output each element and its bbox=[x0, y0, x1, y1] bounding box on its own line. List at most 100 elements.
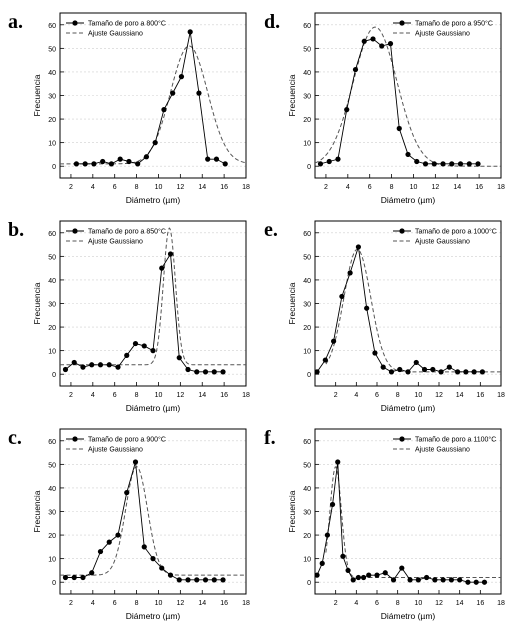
data-point bbox=[106, 539, 112, 545]
data-point bbox=[405, 369, 411, 375]
data-point bbox=[481, 579, 488, 585]
data-point bbox=[80, 574, 86, 581]
y-tick-label: 50 bbox=[303, 462, 311, 469]
x-tick-label: 18 bbox=[242, 392, 250, 399]
panel-label-a: a. bbox=[8, 11, 23, 33]
y-tick-label: 0 bbox=[307, 164, 311, 171]
x-tick-label: 4 bbox=[91, 392, 95, 399]
chart-panel-b: 0 10 20 30 40 50 60 2 4 6 8 10 12 14 16 18 Diámetro (µm)… bbox=[2, 210, 259, 420]
x-tick-label: 10 bbox=[414, 392, 422, 399]
data-point bbox=[399, 565, 405, 571]
y-tick-label: 30 bbox=[303, 302, 311, 309]
data-series-line bbox=[320, 38, 479, 165]
x-tick-label: 6 bbox=[113, 392, 117, 399]
plot-area bbox=[60, 227, 246, 375]
data-point bbox=[352, 66, 359, 73]
data-point bbox=[167, 251, 174, 257]
y-tick-label: 40 bbox=[303, 278, 311, 285]
data-point bbox=[379, 43, 385, 49]
x-axis-label: Diámetro (µm) bbox=[381, 195, 436, 205]
data-point bbox=[97, 548, 104, 555]
legend-label-data: Tamaño de poro a 1000°C bbox=[415, 228, 497, 236]
chart-svg-f: 0 10 20 30 40 50 60 2 4 6 8 10 12 14 16 18 Diámetro (µm)… bbox=[287, 428, 505, 621]
data-point bbox=[415, 577, 421, 583]
x-tick-label: 16 bbox=[220, 184, 228, 191]
x-tick-label: 10 bbox=[155, 392, 163, 399]
data-point bbox=[220, 577, 226, 583]
data-point bbox=[202, 369, 209, 375]
y-tick-label: 60 bbox=[303, 231, 311, 238]
legend-label-data: Tamaño de poro a 950°C bbox=[415, 20, 493, 28]
y-tick-label: 10 bbox=[48, 557, 56, 564]
x-tick-label: 10 bbox=[414, 600, 422, 607]
y-tick-label: 0 bbox=[307, 580, 311, 587]
panel-label-e: e. bbox=[264, 219, 278, 241]
legend-label-fit: Ajuste Gaussiano bbox=[415, 31, 470, 38]
y-tick-label: 10 bbox=[48, 141, 56, 148]
data-point bbox=[159, 565, 165, 571]
x-tick-label: 14 bbox=[198, 392, 206, 399]
y-tick-label: 50 bbox=[303, 254, 311, 261]
legend-label-fit: Ajuste Gaussiano bbox=[88, 239, 143, 246]
data-point bbox=[331, 338, 337, 344]
data-point bbox=[178, 74, 185, 80]
y-axis-label: Frecuencia bbox=[287, 490, 297, 532]
data-series-line bbox=[76, 31, 226, 165]
y-tick-label: 50 bbox=[303, 46, 311, 53]
data-point bbox=[80, 364, 86, 370]
data-point bbox=[220, 369, 226, 375]
y-tick-label: 20 bbox=[303, 533, 311, 540]
data-point bbox=[465, 579, 471, 585]
x-tick-label: 8 bbox=[135, 184, 139, 191]
x-tick-label: 4 bbox=[91, 600, 95, 607]
x-tick-label: 4 bbox=[346, 184, 350, 191]
x-tick-label: 8 bbox=[135, 392, 139, 399]
y-tick-label: 20 bbox=[303, 325, 311, 332]
data-point bbox=[335, 459, 341, 465]
x-tick-label: 6 bbox=[375, 392, 379, 399]
y-tick-label: 60 bbox=[48, 23, 56, 30]
y-tick-label: 0 bbox=[52, 372, 56, 379]
data-point bbox=[388, 369, 395, 375]
y-tick-label: 10 bbox=[303, 349, 311, 356]
data-point bbox=[194, 369, 200, 375]
data-point bbox=[143, 154, 150, 160]
data-point bbox=[185, 577, 191, 583]
data-point bbox=[132, 459, 139, 465]
data-point bbox=[440, 577, 446, 583]
data-point bbox=[366, 572, 372, 578]
gaussian-fit-line bbox=[325, 466, 501, 578]
y-axis-label: Frecuencia bbox=[287, 74, 297, 116]
data-point bbox=[150, 556, 156, 562]
y-axis-label: Frecuencia bbox=[287, 282, 297, 324]
data-point bbox=[315, 572, 320, 578]
data-point bbox=[211, 369, 217, 375]
y-tick-label: 40 bbox=[303, 70, 311, 77]
data-point bbox=[438, 369, 444, 375]
chart-svg-b: 0 10 20 30 40 50 60 2 4 6 8 10 12 14 16 18 Diámetro (µm)… bbox=[32, 220, 250, 413]
data-point bbox=[100, 158, 106, 165]
data-point bbox=[414, 158, 420, 165]
plot-area bbox=[60, 459, 246, 583]
data-point bbox=[422, 161, 429, 167]
y-tick-label: 40 bbox=[48, 486, 56, 493]
data-series-line bbox=[316, 461, 485, 583]
data-point bbox=[344, 107, 350, 113]
data-point bbox=[430, 366, 436, 373]
y-tick-label: 60 bbox=[48, 231, 56, 238]
data-series-line bbox=[316, 246, 483, 373]
data-point bbox=[372, 350, 378, 356]
data-point bbox=[124, 490, 130, 496]
data-point bbox=[370, 36, 376, 42]
data-point bbox=[202, 577, 209, 583]
x-tick-label: 4 bbox=[354, 600, 358, 607]
data-point bbox=[421, 366, 428, 373]
x-tick-label: 14 bbox=[453, 184, 461, 191]
x-tick-label: 12 bbox=[176, 392, 184, 399]
y-tick-label: 60 bbox=[303, 439, 311, 446]
x-tick-label: 10 bbox=[155, 184, 163, 191]
x-axis-label: Diámetro (µm) bbox=[381, 403, 436, 413]
data-point bbox=[390, 577, 397, 583]
data-point bbox=[187, 29, 193, 35]
